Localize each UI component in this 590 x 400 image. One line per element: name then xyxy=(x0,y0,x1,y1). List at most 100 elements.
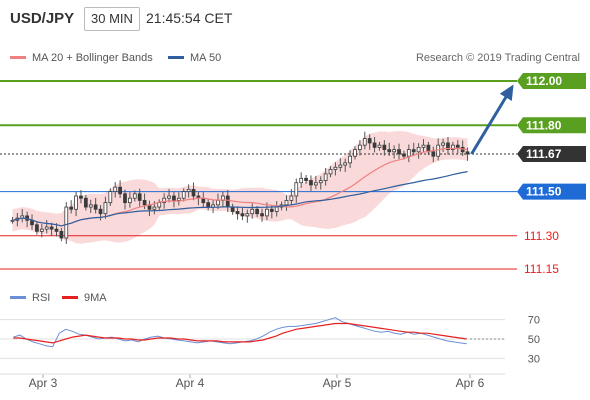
level-tag-111.80: 111.80 xyxy=(517,117,586,134)
candle-body xyxy=(30,219,34,226)
bollinger-band-area xyxy=(12,131,468,244)
candle-body xyxy=(49,226,54,230)
candle-body xyxy=(328,169,333,175)
candle-body xyxy=(240,213,245,217)
candle-body xyxy=(255,208,259,215)
candle-body xyxy=(64,206,69,239)
candle-body xyxy=(274,206,279,212)
ma9-swatch xyxy=(62,295,78,299)
candle-body xyxy=(333,166,338,170)
level-tag-112.00: 112.00 xyxy=(517,73,586,90)
x-axis-label: Apr 3 xyxy=(29,376,58,390)
candle-body xyxy=(128,197,132,204)
candle-body xyxy=(69,206,74,210)
candle-body xyxy=(88,204,93,208)
candle-body xyxy=(113,186,118,192)
candle-body xyxy=(367,138,372,144)
candle-body xyxy=(392,149,397,153)
candle-body xyxy=(304,177,308,181)
candle-body xyxy=(250,208,255,215)
candle-body xyxy=(39,228,44,232)
candle-body xyxy=(294,182,299,197)
candle-body xyxy=(230,206,235,212)
candle-body xyxy=(284,200,289,206)
candle-body xyxy=(44,226,49,230)
candle-body xyxy=(235,211,240,215)
candle-body xyxy=(74,195,78,210)
candle-body xyxy=(221,195,225,201)
candle-body xyxy=(245,213,250,217)
candle-body xyxy=(377,144,382,148)
candle-body xyxy=(132,193,137,199)
candle-body xyxy=(411,149,416,153)
candle-body xyxy=(162,197,167,204)
candle-body xyxy=(441,142,445,146)
candle-body xyxy=(353,149,357,157)
candle-body xyxy=(402,153,406,157)
bollinger-label: MA 20 + Bollinger Bands xyxy=(32,52,153,64)
candle-body xyxy=(98,208,103,215)
ma9-label: 9MA xyxy=(84,292,107,304)
candle-body xyxy=(167,195,171,199)
price-legend: MA 20 + Bollinger Bands MA 50 Research ©… xyxy=(0,48,590,68)
candle-body xyxy=(362,138,367,146)
candle-body xyxy=(35,224,39,232)
candle-body xyxy=(181,191,186,199)
projection-arrow-line xyxy=(470,86,514,155)
candle-body xyxy=(397,149,401,155)
ma50-line xyxy=(12,171,468,227)
candle-body xyxy=(436,144,441,157)
level-label-111.30: 111.30 xyxy=(524,229,559,243)
rsi-tick-30: 30 xyxy=(528,353,540,365)
candle-body xyxy=(142,200,147,206)
level-tag-111.50: 111.50 xyxy=(517,183,586,200)
rsi-tick-50: 50 xyxy=(528,334,540,346)
candle-body xyxy=(465,151,470,155)
candle-body xyxy=(451,144,455,150)
candle-body xyxy=(186,188,191,192)
level-label-111.50: 111.50 xyxy=(526,185,562,199)
candle-body xyxy=(108,191,113,204)
candle-body xyxy=(260,213,264,217)
candle-body xyxy=(358,144,362,150)
timeframe-selector[interactable]: 30 MIN xyxy=(84,7,140,31)
candle-body xyxy=(406,149,411,157)
legend-ma9: 9MA xyxy=(62,292,107,304)
candle-body xyxy=(309,180,313,186)
timestamp: 21:45:54 CET xyxy=(146,10,233,26)
ma50-label: MA 50 xyxy=(190,52,222,64)
level-tag-111.67: 111.67 xyxy=(517,146,586,162)
candle-body xyxy=(54,228,59,232)
candle-body xyxy=(152,206,157,210)
candle-body xyxy=(172,195,176,201)
rsi-swatch xyxy=(10,295,26,299)
legend-ma50: MA 50 xyxy=(168,52,221,64)
rsi-ma9-line xyxy=(13,322,467,344)
bollinger-swatch xyxy=(10,55,26,59)
candle-body xyxy=(348,155,352,164)
candle-body xyxy=(416,146,421,153)
candle-body xyxy=(455,144,460,148)
candle-body xyxy=(431,151,436,157)
candle-body xyxy=(123,193,127,204)
candle-body xyxy=(157,202,162,208)
candle-body xyxy=(387,149,392,153)
credit-text: Research © 2019 Trading Central xyxy=(415,52,580,64)
candle-body xyxy=(216,200,220,206)
candle-body xyxy=(323,173,328,181)
level-tag-bg-112.00 xyxy=(517,73,586,90)
candle-body xyxy=(265,208,269,217)
level-label-112.00: 112.00 xyxy=(526,74,562,88)
level-tag-bg-111.80 xyxy=(517,117,586,134)
candle-body xyxy=(59,230,64,239)
candle-body xyxy=(299,177,304,184)
candle-body xyxy=(318,180,323,184)
candle-body xyxy=(446,142,450,150)
candle-body xyxy=(338,164,343,168)
chart-header: USD/JPY 30 MIN 21:45:54 CET xyxy=(0,0,590,36)
candle-body xyxy=(225,195,230,208)
legend-bollinger: MA 20 + Bollinger Bands xyxy=(10,52,153,64)
projection-arrow-head xyxy=(499,84,514,101)
level-tag-bg-111.67 xyxy=(517,146,586,162)
